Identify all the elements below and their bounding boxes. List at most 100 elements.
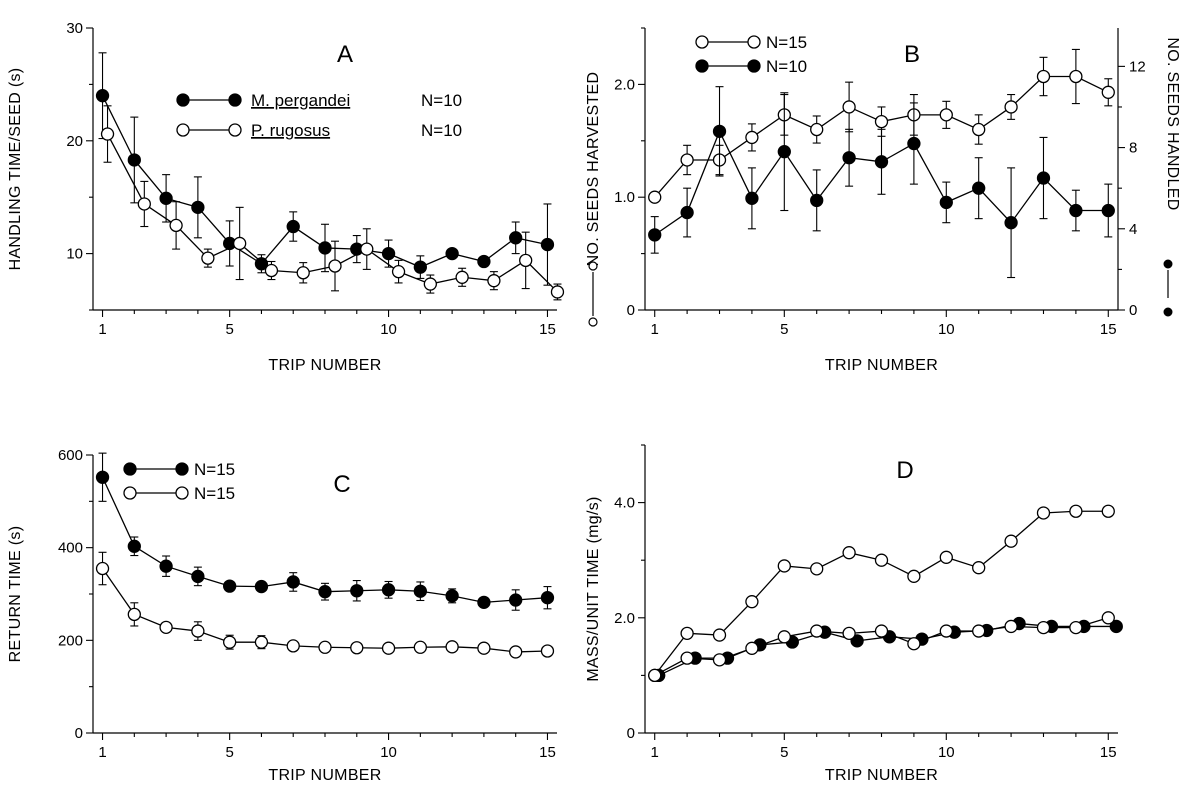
data-point: [680, 626, 694, 641]
data-point: [95, 561, 110, 576]
data-point: [874, 114, 889, 129]
x-tick-label: 10: [938, 744, 955, 761]
data-point: [159, 191, 173, 205]
legend-marker: [695, 35, 709, 49]
data-point: [445, 589, 459, 603]
data-point: [842, 626, 856, 641]
x-axis-label: TRIP NUMBER: [825, 357, 938, 374]
y-tick-label: 4.0: [614, 495, 635, 512]
x-tick-label: 5: [780, 321, 788, 338]
y-tick-label: 2.0: [614, 610, 635, 627]
data-point: [445, 246, 459, 261]
panel-label: B: [904, 41, 920, 68]
y-tick-label: 30: [66, 20, 83, 37]
x-tick-label: 15: [1100, 321, 1117, 338]
y-tick-label: 20: [66, 133, 83, 150]
data-point: [413, 260, 427, 274]
data-point: [540, 237, 555, 252]
data-point: [1004, 534, 1018, 548]
data-point: [201, 251, 215, 265]
data-point: [509, 231, 523, 245]
data-point: [254, 257, 269, 271]
x-tick-label: 10: [380, 321, 397, 338]
legend-marker: [176, 123, 190, 137]
x-tick-label: 1: [98, 321, 106, 338]
filled-circle-key-icon: [1163, 259, 1173, 269]
y-tick-label: 0: [627, 302, 635, 319]
y-tick-label: 0: [75, 725, 83, 742]
y-tick-label: 200: [58, 632, 83, 649]
data-point: [810, 624, 824, 638]
data-point: [477, 254, 491, 269]
data-point: [745, 191, 759, 205]
data-point: [127, 539, 141, 553]
data-point: [745, 641, 759, 655]
data-point: [350, 584, 364, 598]
panel-label: C: [333, 471, 350, 498]
data-point: [777, 144, 791, 159]
data-point: [1004, 216, 1018, 230]
data-point: [223, 579, 237, 593]
data-point: [712, 628, 727, 642]
data-point: [648, 668, 662, 683]
series-1: [95, 52, 555, 286]
data-point: [745, 130, 759, 145]
data-point: [680, 153, 694, 167]
data-point: [939, 195, 953, 210]
data-point: [127, 153, 141, 167]
x-tick-label: 1: [651, 744, 659, 761]
open-circle-key-icon: [588, 317, 598, 327]
legend-marker: [228, 93, 242, 107]
data-point: [169, 218, 183, 233]
data-point: [648, 190, 662, 204]
legend-marker: [747, 59, 761, 73]
data-point: [939, 550, 953, 564]
series-1: [95, 452, 555, 611]
x-axis-label: TRIP NUMBER: [268, 357, 381, 374]
data-point: [318, 640, 332, 654]
series-line: [101, 568, 548, 653]
x-tick-label: 5: [225, 321, 233, 338]
data-point: [1101, 85, 1115, 99]
data-point: [477, 595, 491, 609]
data-point: [1069, 203, 1083, 218]
data-point: [842, 151, 856, 165]
data-point: [328, 259, 342, 273]
data-point: [381, 583, 396, 597]
legend-n: N=15: [766, 33, 807, 52]
y-axis-label: RETURN TIME (s): [7, 526, 24, 663]
y-axis-label: NO. SEEDS HARVESTED: [585, 72, 602, 267]
data-point: [423, 277, 437, 291]
data-point: [1036, 171, 1051, 185]
legend-marker: [123, 462, 137, 476]
y-tick-label: 10: [66, 246, 83, 263]
data-point: [972, 561, 986, 575]
data-point: [1101, 203, 1115, 218]
data-point: [712, 124, 727, 138]
data-point: [972, 181, 986, 195]
data-point: [1101, 611, 1115, 625]
data-point: [648, 228, 662, 242]
x-tick-label: 15: [539, 321, 556, 338]
data-point: [972, 122, 986, 137]
series-2: [100, 105, 565, 301]
data-point: [1069, 69, 1083, 84]
data-point: [137, 197, 151, 211]
data-point: [1036, 620, 1051, 635]
data-point: [842, 100, 856, 114]
series-3: [648, 611, 1115, 683]
data-point: [127, 607, 141, 622]
data-point: [223, 635, 237, 649]
data-point: [1004, 100, 1018, 114]
legend-n: N=15: [194, 460, 235, 479]
data-point: [777, 559, 791, 573]
legend-name: M. pergandei: [251, 91, 350, 110]
legend-marker: [176, 93, 190, 107]
x-tick-label: 1: [98, 744, 106, 761]
y-tick-label: 1.0: [614, 189, 635, 206]
data-point: [850, 634, 864, 648]
y-axis-label: MASS/UNIT TIME (mg/s): [585, 496, 602, 681]
open-circle-key-icon: [588, 261, 598, 271]
legend-marker: [175, 462, 189, 476]
